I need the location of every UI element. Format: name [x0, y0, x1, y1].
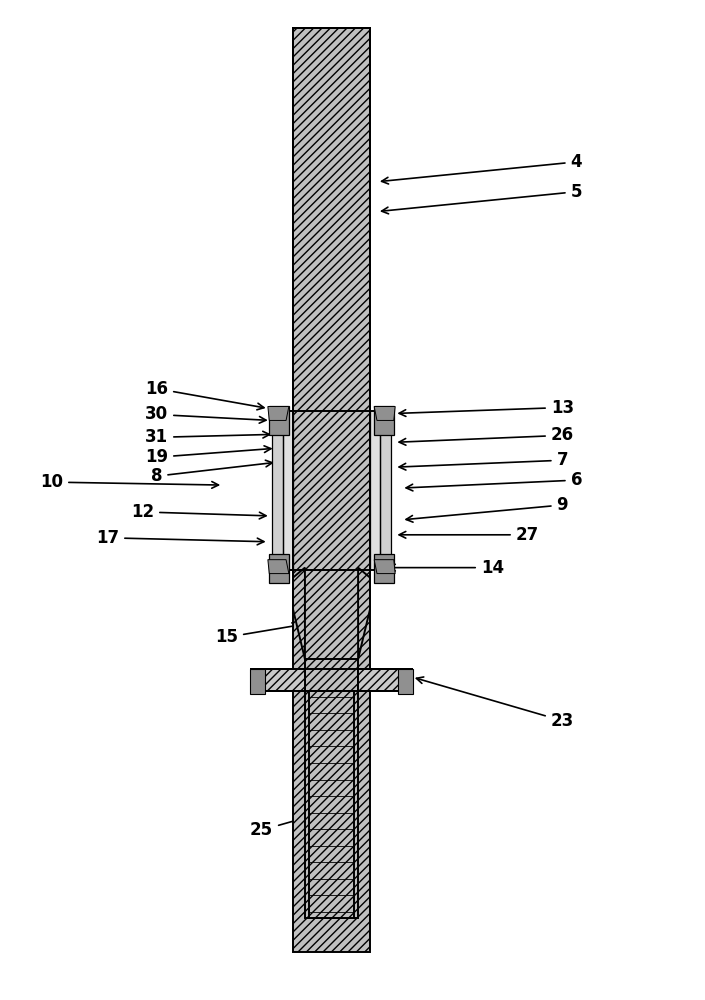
Polygon shape	[358, 669, 412, 691]
Text: 19: 19	[145, 446, 271, 466]
Polygon shape	[358, 568, 370, 659]
Bar	[398, 669, 413, 694]
Bar	[293, 28, 370, 952]
Bar	[309, 691, 354, 918]
Text: 12: 12	[131, 503, 266, 521]
Bar	[374, 406, 394, 435]
Text: 23: 23	[417, 677, 574, 730]
Text: 4: 4	[381, 153, 582, 184]
Text: 7: 7	[399, 451, 568, 470]
Bar	[370, 410, 380, 570]
Text: 8: 8	[151, 460, 272, 485]
Text: 10: 10	[40, 473, 219, 491]
Bar	[283, 410, 293, 570]
Text: 26: 26	[399, 426, 574, 445]
Bar	[269, 406, 289, 435]
Text: 15: 15	[215, 623, 299, 646]
Bar	[305, 659, 358, 918]
Text: 30: 30	[145, 405, 266, 423]
Bar	[374, 554, 394, 583]
Polygon shape	[268, 560, 289, 574]
Text: 25: 25	[250, 816, 306, 839]
Polygon shape	[268, 407, 289, 420]
Text: 14: 14	[388, 559, 504, 577]
Polygon shape	[374, 407, 396, 420]
Bar	[272, 410, 283, 570]
Text: 5: 5	[381, 183, 582, 214]
Polygon shape	[374, 560, 396, 574]
Bar	[380, 410, 391, 570]
Polygon shape	[293, 568, 305, 659]
Text: 9: 9	[406, 496, 568, 522]
Text: 6: 6	[406, 471, 582, 491]
Text: 16: 16	[145, 380, 264, 410]
Text: 17: 17	[96, 529, 264, 547]
Polygon shape	[251, 669, 305, 691]
Text: 27: 27	[399, 526, 539, 544]
Bar	[250, 669, 265, 694]
Text: 31: 31	[145, 428, 269, 446]
Bar	[269, 554, 289, 583]
Text: 13: 13	[399, 399, 574, 417]
